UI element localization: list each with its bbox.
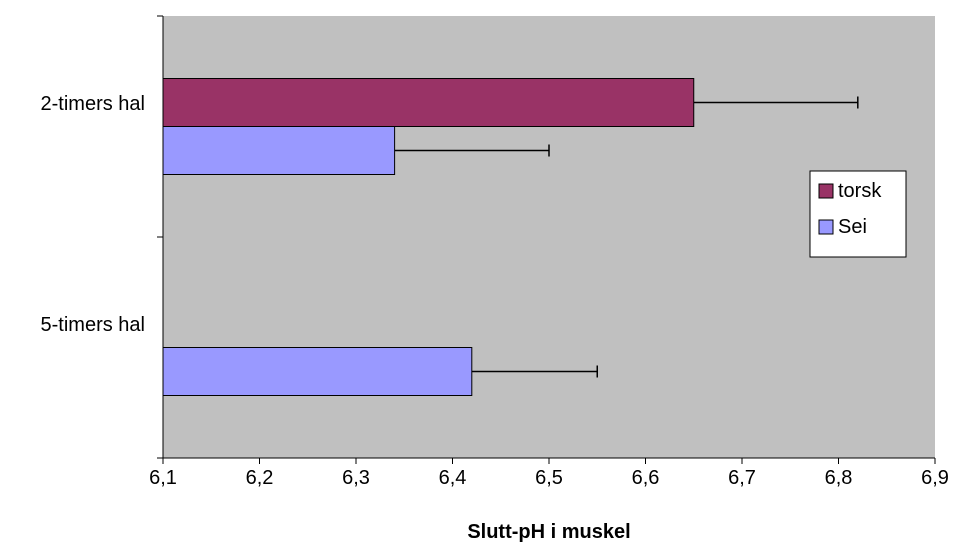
error-bars-group [394,96,859,378]
x-tick-label: 6,1 [149,467,177,489]
category-label: 2-timers hal [41,93,145,115]
legend-swatch-torsk [818,183,834,199]
x-tick-label: 6,9 [921,467,949,489]
x-tick-label: 6,7 [728,467,756,489]
legend-label-sei: Sei [838,216,867,238]
x-tick-label: 6,5 [535,467,563,489]
legend-label-torsk: torsk [838,180,882,202]
bars-group [162,78,695,396]
x-tick-label: 6,2 [246,467,274,489]
legend: torsk Sei [809,170,907,258]
bar-torsk-1 [162,78,695,127]
x-tick-label: 6,4 [439,467,467,489]
x-tick-label: 6,3 [342,467,370,489]
bar-sei-1 [162,126,396,175]
category-labels-group: 2-timers hal 5-timers hal [41,93,145,336]
category-label: 5-timers hal [41,314,145,336]
x-tick-label: 6,8 [825,467,853,489]
y-ticks-group [157,15,163,459]
x-axis-title: Slutt-pH i muskel [467,521,630,543]
bar-sei-2 [162,347,473,396]
x-ticks-group: 6,1 6,2 6,3 6,4 6,5 6,6 6,7 6,8 6,9 [149,458,949,489]
legend-swatch-sei [818,219,834,235]
x-tick-label: 6,6 [632,467,660,489]
